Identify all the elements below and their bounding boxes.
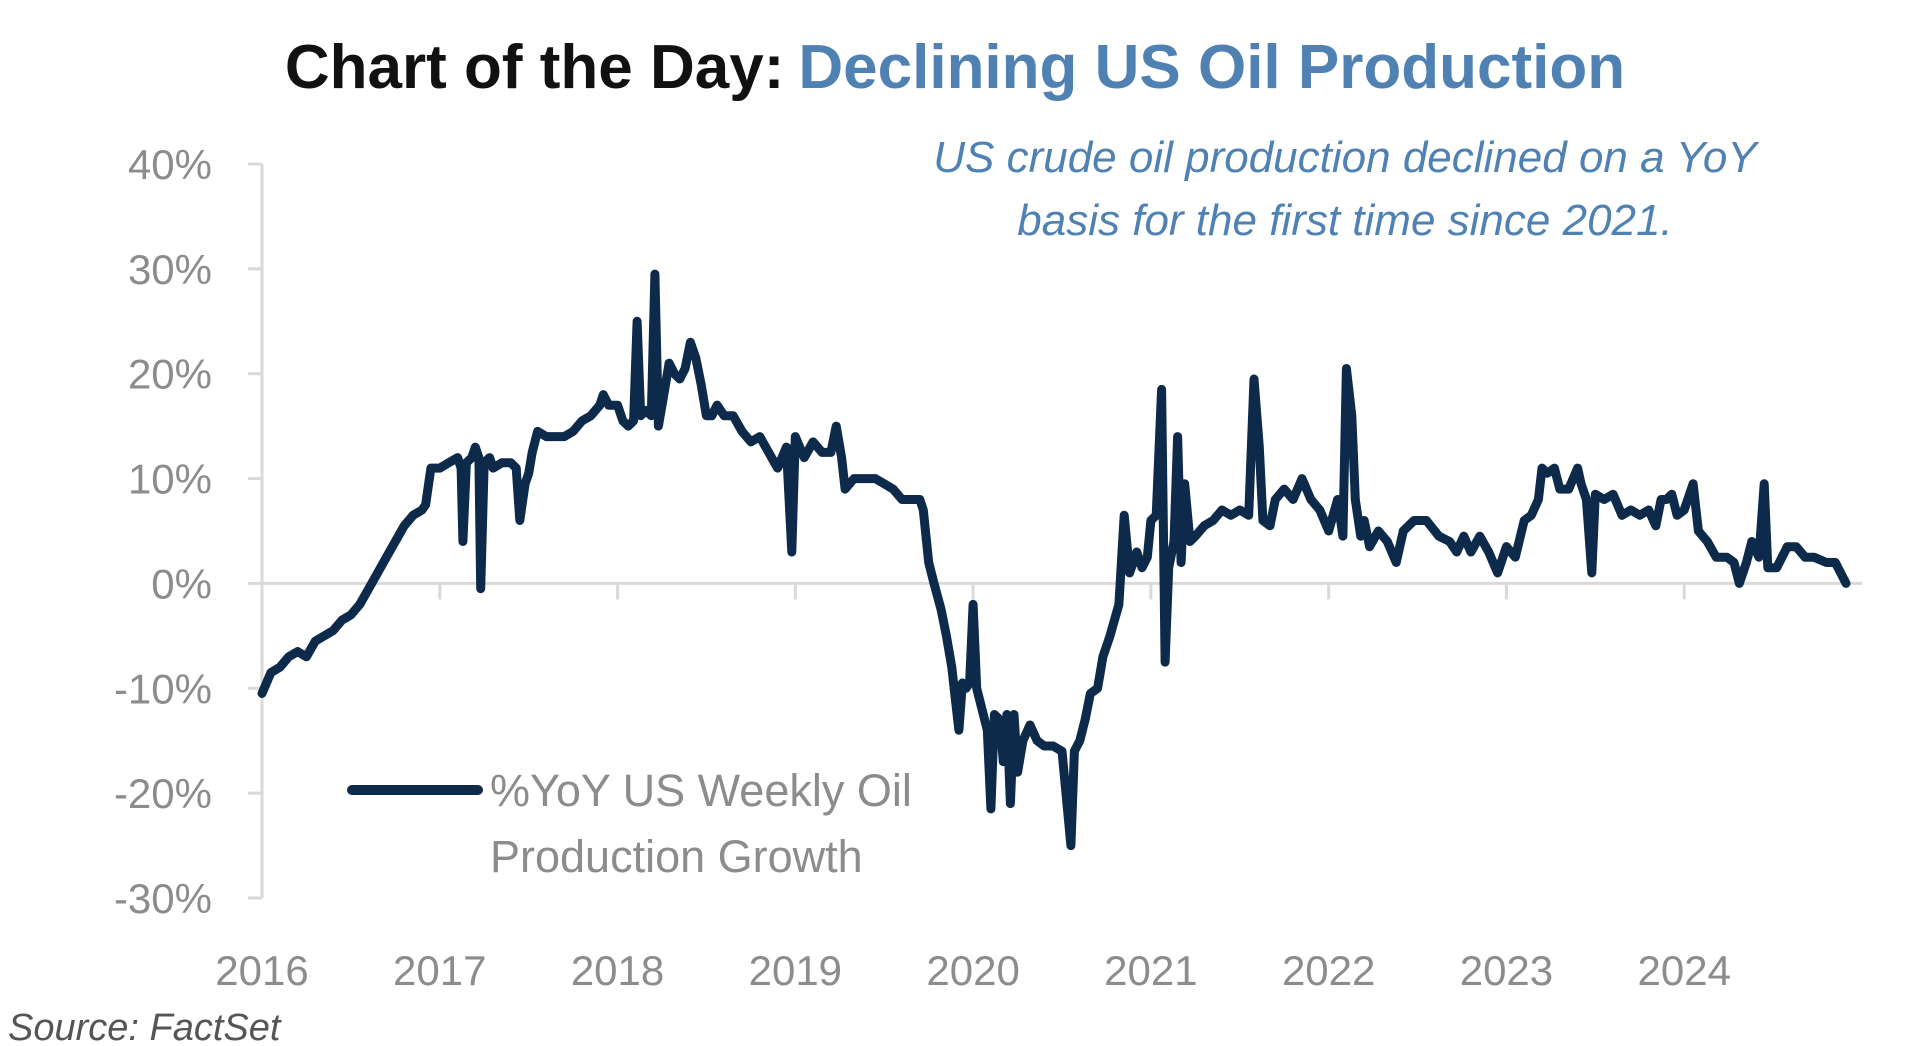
y-tick-label: -30%	[114, 875, 212, 922]
series-layer	[257, 269, 1851, 851]
x-tick-label: 2022	[1282, 947, 1375, 994]
x-tick-label: 2023	[1460, 947, 1553, 994]
x-tick-label: 2017	[393, 947, 486, 994]
x-tick-label: 2016	[215, 947, 308, 994]
y-axis-ticks: 40% 30% 20% 10% 0% -10% -20% -30%	[114, 141, 262, 922]
y-tick-label: 40%	[128, 141, 212, 188]
annotation-line-2: basis for the first time since 2021.	[1017, 196, 1672, 245]
legend-label-line-1: %YoY US Weekly Oil	[490, 765, 912, 816]
chart-title-prefix: Chart of the Day:	[285, 33, 784, 102]
y-tick-label: -20%	[114, 770, 212, 817]
x-axis-ticks: 2016 2017 2018 2019 2020 2021 2022 2023 2024	[215, 583, 1731, 994]
y-tick-label: 20%	[128, 351, 212, 398]
x-tick-label: 2019	[749, 947, 842, 994]
x-tick-label: 2020	[926, 947, 1019, 994]
x-tick-label: 2021	[1104, 947, 1197, 994]
chart-title-accent: Declining US Oil Production	[798, 33, 1625, 102]
chart-axes	[260, 164, 1862, 898]
y-tick-label: 0%	[151, 560, 212, 607]
y-tick-label: 10%	[128, 456, 212, 503]
legend: %YoY US Weekly Oil Production Growth	[347, 765, 912, 882]
chart-title: Chart of the Day: Declining US Oil Produc…	[285, 33, 1625, 102]
legend-label-line-2: Production Growth	[490, 831, 863, 882]
series-line-oil-production-growth	[257, 269, 1851, 851]
x-tick-label: 2018	[571, 947, 664, 994]
y-tick-label: 30%	[128, 246, 212, 293]
y-tick-label: -10%	[114, 665, 212, 712]
annotation-line-1: US crude oil production declined on a Yo…	[933, 133, 1759, 182]
x-tick-label: 2024	[1638, 947, 1731, 994]
source-note: Source: FactSet	[8, 1007, 282, 1046]
